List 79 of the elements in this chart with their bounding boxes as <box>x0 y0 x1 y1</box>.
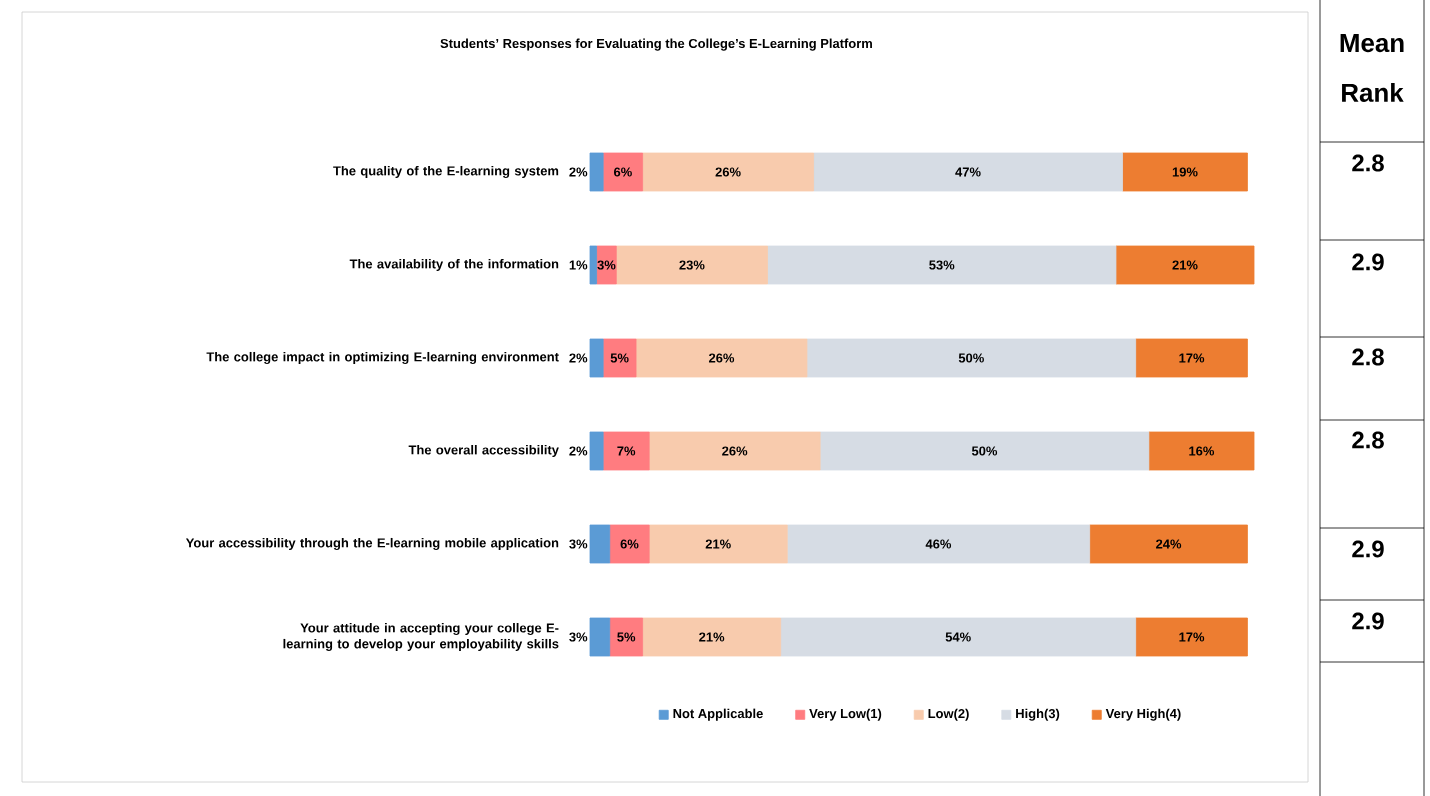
bar <box>1115 245 1255 285</box>
bar <box>589 152 604 192</box>
data-label: 53% <box>929 260 955 270</box>
data-label: 19% <box>1172 167 1198 177</box>
bar <box>589 617 611 657</box>
data-label: 6% <box>620 539 639 549</box>
data-label: 3% <box>597 260 616 270</box>
data-label: 3% <box>569 539 588 549</box>
data-label: 26% <box>715 167 741 177</box>
bar <box>609 524 650 564</box>
data-label: 50% <box>971 446 998 456</box>
y-tick-label: Your accessibility through the E-learning mobile application <box>185 537 559 551</box>
bar <box>767 245 1117 285</box>
data-label: 7% <box>617 446 636 456</box>
legend-label: Low(2) <box>928 708 969 721</box>
data-label: 26% <box>708 353 735 363</box>
bar <box>813 152 1123 192</box>
bar <box>635 338 808 378</box>
legend-label: Very High(4) <box>1105 708 1181 721</box>
y-tick-label: The quality of the E-learning system <box>333 165 559 179</box>
text: Mean Rank <box>1340 34 1404 102</box>
data-label: 23% <box>679 260 705 270</box>
text: 2.9 <box>1352 612 1384 630</box>
data-label: 47% <box>955 167 981 177</box>
bar <box>589 431 604 471</box>
data-label: 3% <box>569 632 588 642</box>
data-label: 17% <box>1179 353 1205 363</box>
bar <box>589 338 604 378</box>
bar <box>589 524 611 564</box>
bar <box>642 152 814 192</box>
bar <box>589 245 597 285</box>
bar <box>615 245 768 285</box>
chart-title: Students’ Responses for Evaluating the College’s E-Learning Platform <box>440 38 872 51</box>
text: 2.9 <box>1352 540 1384 558</box>
text: 2.8 <box>1352 431 1384 449</box>
text: 2.8 <box>1352 154 1384 172</box>
y-tick-label: Your attitude in accepting your college E-learning to develop your employability skills <box>283 622 559 652</box>
y-tick-label: The college impact in optimizing E-learning environment <box>206 351 559 365</box>
bar <box>780 617 1137 657</box>
bar <box>786 524 1091 564</box>
text: 2.9 <box>1352 253 1384 271</box>
bar <box>602 431 650 471</box>
data-label: 17% <box>1179 632 1205 642</box>
bar <box>806 338 1137 378</box>
legend-label: Not Applicable <box>673 708 763 721</box>
bar <box>602 338 637 378</box>
bar <box>648 431 821 471</box>
bar <box>1135 338 1248 378</box>
bar <box>642 617 782 657</box>
text: 2.8 <box>1352 348 1384 366</box>
data-label: 54% <box>945 632 971 642</box>
data-label: 5% <box>617 632 636 642</box>
data-label: 50% <box>958 353 984 363</box>
data-label: 21% <box>699 632 725 642</box>
data-label: 1% <box>569 260 588 270</box>
bar <box>1148 431 1255 471</box>
y-tick-label: The availability of the information <box>349 258 559 272</box>
bar <box>1122 152 1248 192</box>
bar <box>1089 524 1248 564</box>
data-label: 6% <box>614 167 632 177</box>
legend-label: Very Low(1) <box>809 708 882 721</box>
data-label: 46% <box>925 539 952 549</box>
data-label: 5% <box>610 353 629 363</box>
data-label: 26% <box>722 446 748 456</box>
data-label: 16% <box>1189 446 1215 456</box>
bar <box>1135 617 1248 657</box>
data-label: 2% <box>569 446 588 456</box>
bar <box>648 524 788 564</box>
data-label: 24% <box>1156 539 1182 549</box>
data-label: 2% <box>569 167 588 177</box>
bar <box>819 431 1150 471</box>
bar <box>596 245 617 285</box>
bar <box>602 152 643 192</box>
bar <box>609 617 643 657</box>
data-label: 2% <box>569 353 588 363</box>
data-label: 21% <box>1172 260 1198 270</box>
data-label: 21% <box>705 539 731 549</box>
legend-label: High(3) <box>1016 708 1060 721</box>
y-tick-label: The overall accessibility <box>408 444 559 458</box>
